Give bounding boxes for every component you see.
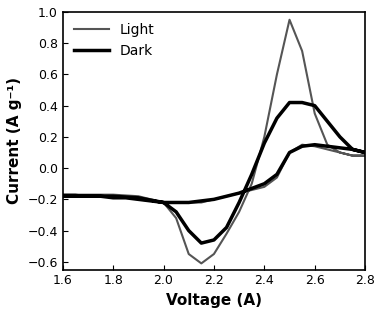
Dark xyxy=(287,151,292,154)
Dark xyxy=(350,147,355,151)
Light xyxy=(287,18,292,22)
Dark xyxy=(325,119,330,123)
Dark xyxy=(249,186,254,190)
Dark xyxy=(149,199,153,203)
Light xyxy=(136,198,141,201)
Dark xyxy=(262,182,267,186)
Dark xyxy=(237,201,241,204)
Dark xyxy=(98,194,103,198)
Light xyxy=(136,194,141,198)
Light xyxy=(262,185,267,189)
Dark xyxy=(338,135,342,139)
Dark xyxy=(111,194,115,198)
Light xyxy=(300,143,304,146)
Dark xyxy=(249,173,254,176)
Dark xyxy=(136,196,141,200)
Dark xyxy=(199,199,204,203)
Light xyxy=(338,151,342,154)
Light xyxy=(237,210,241,214)
Light xyxy=(325,147,330,151)
Dark xyxy=(363,151,367,154)
Line: Light: Light xyxy=(63,20,365,263)
Dark xyxy=(312,143,317,146)
Light xyxy=(161,201,166,204)
Dark xyxy=(199,241,204,245)
X-axis label: Voltage (A): Voltage (A) xyxy=(166,293,262,308)
Light xyxy=(60,193,65,197)
Dark xyxy=(224,226,229,229)
Light xyxy=(174,216,178,220)
Dark xyxy=(60,194,65,198)
Dark xyxy=(123,196,128,200)
Light xyxy=(312,144,317,148)
Dark xyxy=(312,104,317,107)
Dark xyxy=(237,191,241,195)
Dark xyxy=(224,194,229,198)
Dark xyxy=(111,196,115,200)
Light xyxy=(212,198,216,201)
Light xyxy=(237,191,241,195)
Dark xyxy=(212,238,216,242)
Dark xyxy=(174,210,178,214)
Light xyxy=(249,182,254,186)
Dark xyxy=(300,100,304,104)
Light xyxy=(350,154,355,158)
Light xyxy=(60,193,65,197)
Dark xyxy=(212,198,216,201)
Light xyxy=(123,196,128,200)
Dark xyxy=(186,229,191,232)
Light xyxy=(111,193,115,197)
Line: Dark: Dark xyxy=(63,102,365,243)
Dark xyxy=(86,194,90,198)
Dark xyxy=(262,141,267,145)
Dark xyxy=(136,198,141,201)
Dark xyxy=(325,144,330,148)
Light xyxy=(186,201,191,204)
Light xyxy=(161,201,166,204)
Light xyxy=(174,201,178,204)
Light xyxy=(199,261,204,265)
Light xyxy=(149,199,153,203)
Dark xyxy=(363,151,367,154)
Light xyxy=(199,201,204,204)
Light xyxy=(275,72,279,76)
Dark xyxy=(275,116,279,120)
Light xyxy=(86,194,90,198)
Light xyxy=(363,154,367,158)
Light xyxy=(350,154,355,158)
Light xyxy=(300,49,304,53)
Dark xyxy=(60,194,65,198)
Dark xyxy=(338,146,342,150)
Light xyxy=(275,175,279,179)
Light xyxy=(111,194,115,198)
Light xyxy=(73,193,78,197)
Dark xyxy=(174,201,178,204)
Dark xyxy=(287,100,292,104)
Light xyxy=(325,143,330,146)
Dark xyxy=(73,194,78,198)
Dark xyxy=(161,201,166,204)
Light xyxy=(224,194,229,198)
Light xyxy=(186,252,191,256)
Light xyxy=(98,194,103,198)
Light xyxy=(86,193,90,197)
Light xyxy=(338,151,342,154)
Dark xyxy=(275,173,279,176)
Light xyxy=(312,112,317,115)
Light xyxy=(287,151,292,154)
Dark xyxy=(350,147,355,151)
Dark xyxy=(161,201,166,204)
Light xyxy=(212,252,216,256)
Dark xyxy=(300,144,304,148)
Legend: Light, Dark: Light, Dark xyxy=(70,19,159,62)
Light xyxy=(262,135,267,139)
Y-axis label: Current (A g⁻¹): Current (A g⁻¹) xyxy=(7,77,22,204)
Dark xyxy=(186,201,191,204)
Light xyxy=(363,154,367,158)
Light xyxy=(249,188,254,192)
Light xyxy=(224,232,229,236)
Dark xyxy=(86,194,90,198)
